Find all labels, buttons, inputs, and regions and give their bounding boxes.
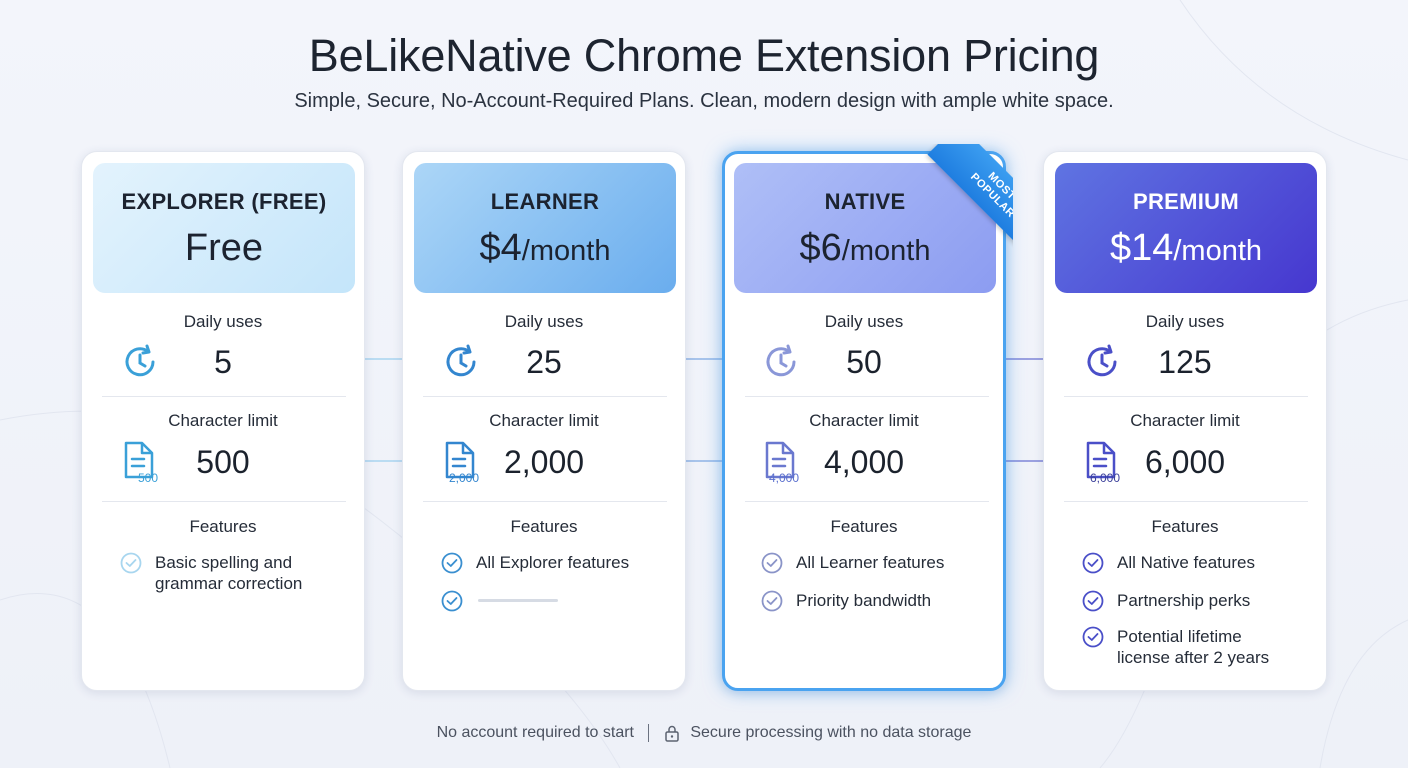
feature-text: All Native features	[1117, 553, 1255, 572]
check-circle-icon	[441, 552, 463, 574]
daily-uses-value: 50	[846, 344, 882, 380]
footer-no-account: No account required to start	[436, 724, 634, 741]
daily-uses-value: 25	[526, 344, 562, 380]
document-badge: 500	[138, 471, 159, 485]
feature-text: All Learner features	[796, 553, 945, 572]
plan-name: NATIVE	[824, 189, 906, 214]
daily-uses-label: Daily uses	[504, 312, 584, 331]
features-label: Features	[510, 517, 578, 536]
check-circle-icon	[1082, 626, 1104, 648]
character-limit-label: Character limit	[1130, 411, 1240, 430]
check-circle-icon	[761, 590, 783, 612]
character-limit-label: Character limit	[489, 411, 599, 430]
plan-card-learner[interactable]: LEARNER $4/month Daily uses 25 Character…	[402, 151, 686, 691]
placeholder-bar	[478, 599, 558, 602]
feature-text: All Explorer features	[476, 553, 630, 572]
document-badge: 6,000	[1090, 471, 1121, 485]
feature-text: Partnership perks	[1117, 591, 1251, 610]
refresh-clock-icon	[766, 344, 796, 377]
plan-price: $4/month	[479, 227, 611, 269]
divider	[1064, 396, 1308, 397]
plan-header: EXPLORER (FREE) Free	[93, 163, 355, 293]
daily-uses-value: 125	[1158, 344, 1212, 380]
document-badge: 4,000	[769, 471, 800, 485]
document-icon	[445, 441, 475, 479]
features-label: Features	[1151, 517, 1219, 536]
page-subtitle: Simple, Secure, No-Account-Required Plan…	[294, 90, 1114, 112]
document-icon	[765, 441, 795, 479]
divider	[102, 396, 346, 397]
plan-header: PREMIUM $14/month	[1055, 163, 1317, 293]
daily-uses-label: Daily uses	[183, 312, 263, 331]
plan-price: Free	[184, 227, 264, 269]
footer: No account required to start Secure proc…	[0, 724, 1408, 742]
divider	[102, 501, 346, 502]
divider	[745, 501, 989, 502]
feature-text: Basic spelling and grammar correction	[155, 553, 303, 593]
lock-icon	[665, 725, 679, 742]
plan-header: NATIVE $6/month	[734, 163, 996, 293]
check-circle-icon	[761, 552, 783, 574]
plan-name: LEARNER	[490, 189, 600, 214]
character-limit-value: 2,000	[503, 444, 585, 480]
footer-separator	[648, 724, 650, 742]
divider	[1064, 501, 1308, 502]
document-icon	[1086, 441, 1116, 479]
check-circle-icon	[1082, 590, 1104, 612]
refresh-clock-icon	[125, 344, 155, 377]
character-limit-value: 500	[196, 444, 250, 480]
plan-header: LEARNER $4/month	[414, 163, 676, 293]
character-limit-value: 6,000	[1144, 444, 1226, 480]
plan-card-native[interactable]: NATIVE $6/month MOST POPULAR Daily uses …	[722, 144, 1013, 691]
plan-card-premium[interactable]: PREMIUM $14/month Daily uses 125 Charact…	[1043, 151, 1327, 691]
most-popular-badge: MOST POPULAR	[903, 144, 1013, 254]
plan-price: $14/month	[1109, 227, 1263, 269]
character-limit-label: Character limit	[168, 411, 278, 430]
feature-text: Priority bandwidth	[796, 591, 932, 610]
divider	[423, 396, 667, 397]
plan-card-explorer[interactable]: EXPLORER (FREE) Free Daily uses 5 Charac…	[81, 151, 365, 691]
plan-price: $6/month	[799, 227, 931, 269]
divider	[745, 396, 989, 397]
check-circle-icon	[1082, 552, 1104, 574]
daily-uses-label: Daily uses	[824, 312, 904, 331]
features-label: Features	[189, 517, 257, 536]
plan-name: PREMIUM	[1133, 189, 1239, 214]
plan-name: EXPLORER (FREE)	[121, 189, 327, 214]
daily-uses-label: Daily uses	[1145, 312, 1225, 331]
refresh-clock-icon	[446, 344, 476, 377]
document-badge: 2,000	[449, 471, 480, 485]
check-circle-icon	[120, 552, 142, 574]
check-circle-icon	[441, 590, 463, 612]
daily-uses-value: 5	[214, 344, 232, 380]
features-label: Features	[830, 517, 898, 536]
divider	[423, 501, 667, 502]
document-icon	[124, 441, 154, 479]
character-limit-label: Character limit	[809, 411, 919, 430]
feature-text: Potential lifetime license after 2 years	[1117, 627, 1270, 667]
character-limit-value: 4,000	[823, 444, 905, 480]
footer-secure: Secure processing with no data storage	[690, 724, 972, 741]
refresh-clock-icon	[1087, 344, 1117, 377]
page-title: BeLikeNative Chrome Extension Pricing	[308, 30, 1100, 81]
ribbon: MOST POPULAR	[927, 144, 1013, 254]
